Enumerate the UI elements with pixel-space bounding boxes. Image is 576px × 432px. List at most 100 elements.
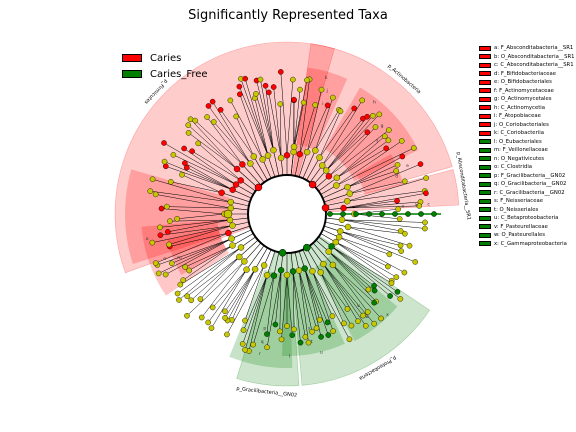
branch: [266, 275, 275, 335]
branch: [254, 98, 269, 156]
leaf-node: [348, 322, 355, 329]
taxa-key-swatch: [479, 241, 491, 247]
leaf-node: [398, 138, 405, 144]
clade-sector-1: [324, 87, 419, 182]
leaf-node: [192, 117, 199, 124]
leaf-node: [155, 270, 162, 277]
inner-node: [263, 272, 271, 279]
leaf-node: [174, 290, 181, 297]
leaf-node: [386, 251, 393, 258]
leaf-node: [250, 341, 257, 348]
clade-letter-d: d: [395, 174, 398, 180]
branch: [235, 116, 255, 157]
clade-letter-a: a: [401, 204, 404, 209]
leaf-node: [385, 137, 392, 144]
branch: [302, 249, 313, 272]
branch: [347, 156, 403, 188]
branch: [244, 275, 268, 350]
taxa-key-swatch: [479, 232, 491, 238]
branch: [341, 219, 425, 229]
branch: [254, 247, 268, 270]
branch: [275, 270, 282, 325]
leaf-node: [412, 259, 419, 265]
phylum-node-3: [278, 248, 287, 257]
leaf-node: [355, 318, 361, 324]
branch: [169, 225, 233, 245]
leaf-node: [401, 178, 408, 185]
branch: [302, 150, 316, 179]
branch: [342, 219, 425, 223]
branch: [298, 270, 309, 343]
inner-node: [333, 182, 340, 189]
taxa-key-entry-s: s: F_Neisseriaceae: [479, 197, 576, 206]
branch: [292, 271, 306, 337]
inner-node: [251, 266, 259, 273]
branch: [322, 118, 364, 166]
branch: [349, 181, 405, 194]
taxa-key-entry-m: m: F_Veillonellaceae: [479, 146, 576, 155]
taxa-key: a: F_Absconditabacteria__SR1 b: O_Abscond…: [479, 44, 576, 248]
branch: [231, 229, 252, 239]
leaf-node: [416, 203, 423, 209]
taxa-key-label: j: O_Coriobacteriales: [494, 121, 549, 128]
leaf-node: [174, 215, 180, 222]
branch: [187, 256, 240, 297]
branch: [164, 161, 233, 191]
branch: [268, 92, 282, 158]
leaf-node: [346, 336, 353, 343]
leaf-node: [353, 211, 359, 217]
leaf-node: [398, 248, 404, 254]
taxa-key-label: c: C_Absconditabacteria__SR1: [494, 62, 574, 68]
inner-node: [295, 267, 303, 274]
leaf-node: [182, 160, 188, 166]
branch: [246, 245, 265, 270]
leaf-node: [168, 178, 174, 185]
leaf-node: [224, 331, 230, 338]
leaf-node: [305, 339, 312, 346]
taxa-key-swatch: [479, 62, 491, 68]
branch: [331, 246, 398, 293]
taxa-key-swatch: [479, 164, 491, 170]
branch: [322, 186, 348, 199]
branch: [299, 104, 316, 155]
branch: [336, 136, 385, 178]
leaf-node: [179, 171, 185, 178]
branch: [325, 116, 368, 171]
leaf-node: [313, 325, 320, 331]
branch: [328, 251, 375, 291]
leaf-node: [227, 97, 234, 104]
branch: [328, 251, 369, 290]
inner-node: [236, 253, 243, 261]
leaf-node: [210, 119, 217, 125]
leaf-node: [418, 211, 424, 217]
branch: [298, 152, 308, 178]
taxa-key-swatch: [479, 156, 491, 162]
branch: [208, 105, 251, 164]
leaf-node: [147, 188, 154, 194]
inner-node: [344, 183, 351, 191]
inner-node: [337, 228, 344, 235]
leaf-node: [253, 91, 259, 97]
leaf-node: [318, 334, 324, 340]
taxa-key-entry-q: q: O_Gracilibacteria__GN02: [479, 180, 576, 189]
branch: [230, 100, 263, 160]
branch: [306, 89, 322, 153]
taxa-key-entry-o: o: C_Clostridia: [479, 163, 576, 172]
leaf-node: [324, 102, 331, 109]
leaf-node: [176, 297, 182, 303]
taxa-key-entry-h: h: C_Actinomycetia: [479, 104, 576, 113]
branch: [242, 275, 268, 345]
branch: [328, 126, 376, 177]
leaf-node: [289, 332, 296, 338]
leaf-node: [290, 76, 296, 83]
branch: [184, 162, 233, 191]
taxa-key-label: e: O_Bifidobacteriales: [494, 79, 552, 85]
leaf-node: [158, 205, 165, 212]
taxa-key-entry-t: t: O_Neisseriales: [479, 206, 576, 215]
leaf-node: [324, 319, 331, 326]
taxa-key-label: l: O_Eubacteriales: [494, 138, 542, 145]
leaf-node: [278, 336, 285, 343]
leaf-node: [181, 145, 187, 152]
branch: [239, 86, 269, 156]
